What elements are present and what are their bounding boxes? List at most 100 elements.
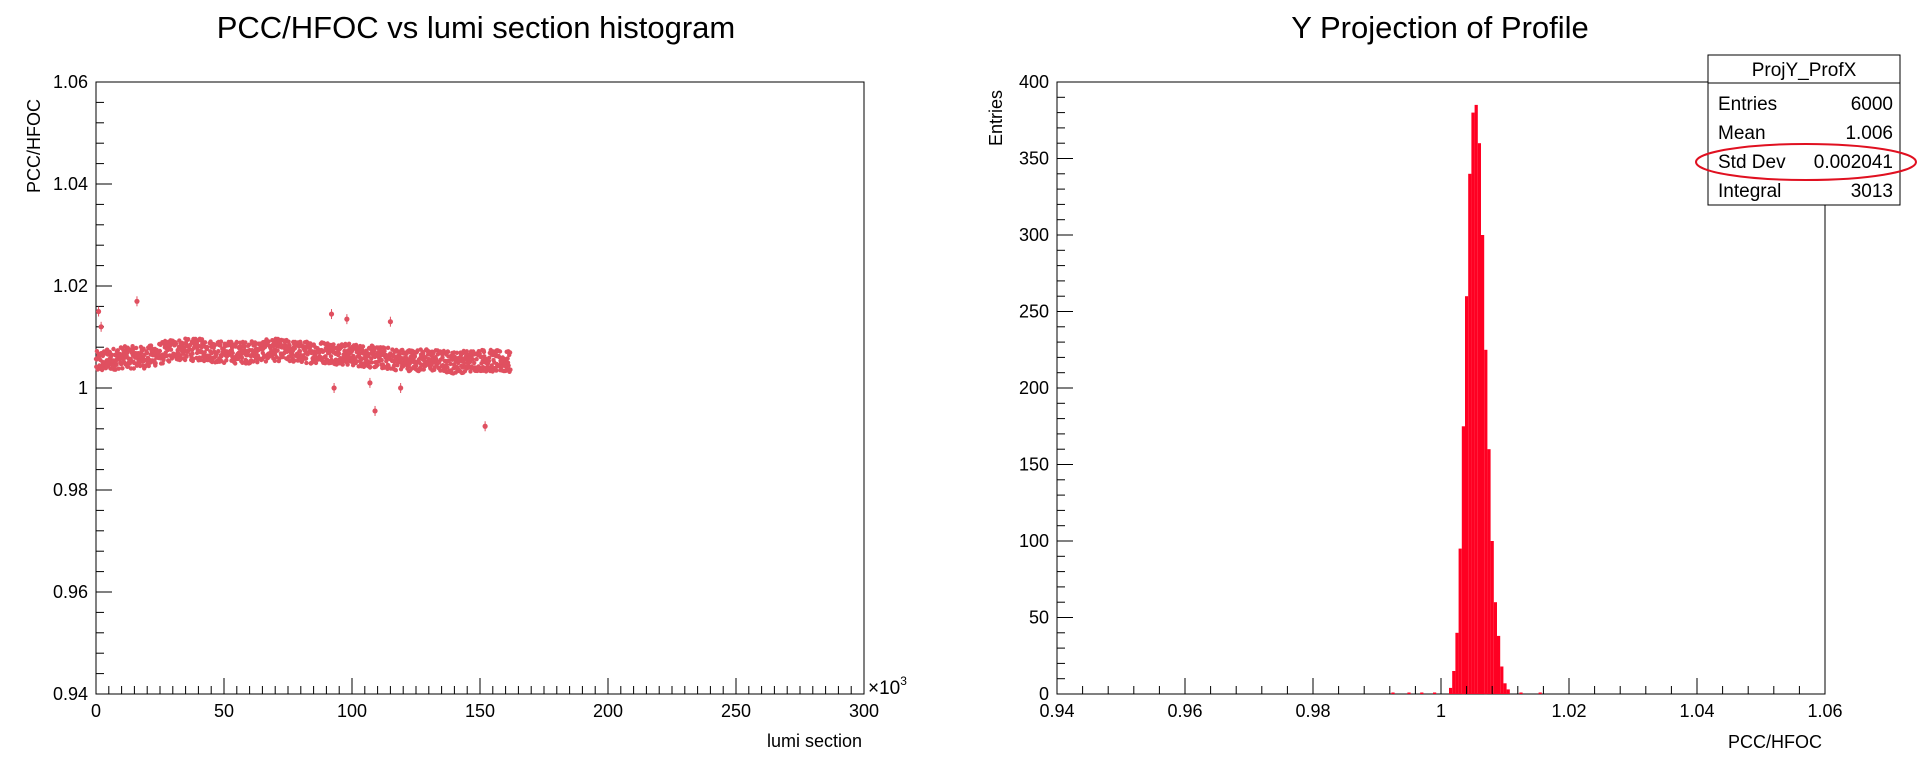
left-x-tick-label: 50 xyxy=(214,701,234,721)
left-y-tick-label: 1 xyxy=(78,378,88,398)
data-point xyxy=(354,359,360,364)
data-point xyxy=(508,367,513,372)
data-point xyxy=(263,359,269,364)
data-point xyxy=(190,351,195,356)
histogram-bar xyxy=(1449,687,1453,694)
data-point xyxy=(266,339,271,344)
data-point xyxy=(323,354,328,359)
data-point xyxy=(474,357,479,362)
data-point xyxy=(393,368,398,373)
left-x-tick-label: 250 xyxy=(721,701,751,721)
data-point xyxy=(331,342,336,347)
histogram-bar xyxy=(1458,548,1462,694)
data-point xyxy=(489,363,494,368)
histogram-bar xyxy=(1433,692,1437,694)
histogram-bar xyxy=(1500,666,1504,694)
data-point xyxy=(494,368,499,373)
data-point xyxy=(186,337,191,342)
stats-box-title: ProjY_ProfX xyxy=(1752,60,1857,81)
left-y-tick-label: 0.96 xyxy=(53,582,88,602)
data-point xyxy=(400,347,405,353)
data-point xyxy=(506,363,511,368)
data-point xyxy=(173,341,179,346)
data-point xyxy=(328,354,334,359)
data-point xyxy=(242,344,247,350)
right-chart: Y Projection of Profile 0 50 100 150 200 250 3… xyxy=(986,10,1917,752)
data-point xyxy=(216,349,221,354)
data-point xyxy=(224,358,229,363)
right-y-tick-label: 200 xyxy=(1019,378,1049,398)
right-x-tick-label: 0.94 xyxy=(1039,701,1074,721)
right-y-tick-label: 50 xyxy=(1029,608,1049,628)
outlier-point xyxy=(367,380,373,386)
data-point xyxy=(153,361,158,366)
data-point xyxy=(385,345,391,350)
data-point xyxy=(243,340,248,345)
data-point xyxy=(336,351,342,356)
data-point xyxy=(448,361,453,367)
right-x-axis: 0.94 0.96 0.98 1 1.02 1.04 1.06 xyxy=(1039,678,1843,721)
left-data-points xyxy=(93,296,513,432)
data-point xyxy=(268,345,273,351)
stats-mean-value: 1.006 xyxy=(1845,123,1893,144)
stats-stddev-value: 0.002041 xyxy=(1814,152,1893,173)
stats-entries-value: 6000 xyxy=(1851,94,1893,115)
data-point xyxy=(111,346,116,352)
outlier-point xyxy=(95,308,102,315)
data-point xyxy=(246,342,252,347)
outlier-point xyxy=(134,298,140,304)
right-x-axis-label: PCC/HFOC xyxy=(1728,732,1822,752)
data-point xyxy=(304,360,309,366)
histogram-bar xyxy=(1391,692,1395,694)
data-point xyxy=(421,367,426,372)
left-y-tick-label: 0.98 xyxy=(53,480,88,500)
data-point xyxy=(116,366,121,371)
right-x-tick-label: 0.98 xyxy=(1295,701,1330,721)
data-point xyxy=(462,360,467,366)
outlier-point xyxy=(482,423,488,429)
outlier-point xyxy=(331,385,337,391)
right-x-tick-label: 1.06 xyxy=(1807,701,1842,721)
data-point xyxy=(379,358,384,363)
histogram-bar xyxy=(1468,173,1472,695)
data-point xyxy=(202,350,207,355)
outlier-point xyxy=(387,319,393,325)
right-x-tick-label: 1.04 xyxy=(1679,701,1714,721)
left-x-tick-label: 100 xyxy=(337,701,367,721)
data-point xyxy=(470,357,476,362)
data-point xyxy=(182,357,188,363)
data-point xyxy=(212,343,218,348)
data-point xyxy=(199,337,205,342)
data-point xyxy=(340,362,345,367)
data-point xyxy=(115,348,121,353)
left-chart: PCC/HFOC vs lumi section histogram 0.940… xyxy=(24,10,907,751)
data-point xyxy=(290,352,295,357)
data-point xyxy=(131,366,136,371)
left-y-axis: 0.94 0.96 0.98 1 1.02 1.04 1.06 xyxy=(53,72,112,704)
data-point xyxy=(374,363,380,368)
left-x-tick-label: 300 xyxy=(849,701,879,721)
left-chart-title: PCC/HFOC vs lumi section histogram xyxy=(217,10,736,45)
stats-integral-value: 3013 xyxy=(1851,181,1893,202)
left-y-tick-label: 1.02 xyxy=(53,276,88,296)
data-point xyxy=(120,366,125,371)
data-point xyxy=(360,344,366,349)
data-point xyxy=(452,354,457,359)
data-point xyxy=(397,351,402,357)
data-point xyxy=(480,365,486,370)
histogram-bar xyxy=(1465,296,1469,694)
stats-box: ProjY_ProfX Entries 6000 Mean 1.006 Std … xyxy=(1695,54,1917,206)
histogram-bar xyxy=(1461,426,1465,695)
data-point xyxy=(472,360,477,366)
histogram-bar xyxy=(1497,635,1501,694)
stats-mean-label: Mean xyxy=(1718,123,1766,144)
data-point xyxy=(346,341,352,346)
data-point xyxy=(114,362,119,367)
data-point xyxy=(202,340,208,345)
data-point xyxy=(369,356,374,361)
data-point xyxy=(144,350,150,356)
stats-entries-label: Entries xyxy=(1718,94,1777,115)
data-point xyxy=(382,346,387,351)
data-point xyxy=(255,360,260,365)
